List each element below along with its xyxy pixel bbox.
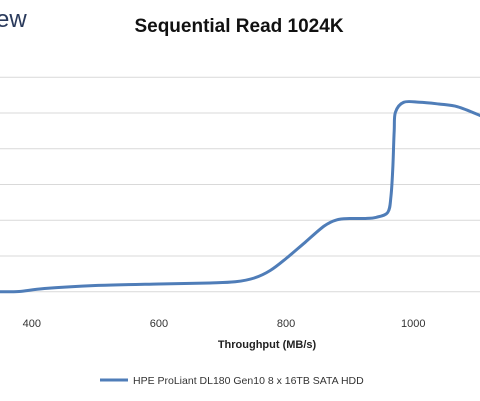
x-tick-1000: 1000 <box>401 318 425 330</box>
legend-entry: HPE ProLiant DL180 Gen10 8 x 16TB SATA H… <box>133 375 364 387</box>
series-group <box>0 99 480 294</box>
chart-title: Sequential Read 1024K <box>134 16 343 37</box>
x-axis-ticks: 400 600 800 1000 <box>23 318 426 330</box>
legend: HPE ProLiant DL180 Gen10 8 x 16TB SATA H… <box>100 375 364 387</box>
grid <box>0 76 480 293</box>
series-line-0 <box>0 99 480 294</box>
logo-text: ew <box>0 6 27 33</box>
x-tick-400: 400 <box>23 318 41 330</box>
x-axis-label: Throughput (MB/s) <box>218 339 317 351</box>
x-tick-800: 800 <box>277 318 295 330</box>
x-tick-600: 600 <box>150 318 168 330</box>
